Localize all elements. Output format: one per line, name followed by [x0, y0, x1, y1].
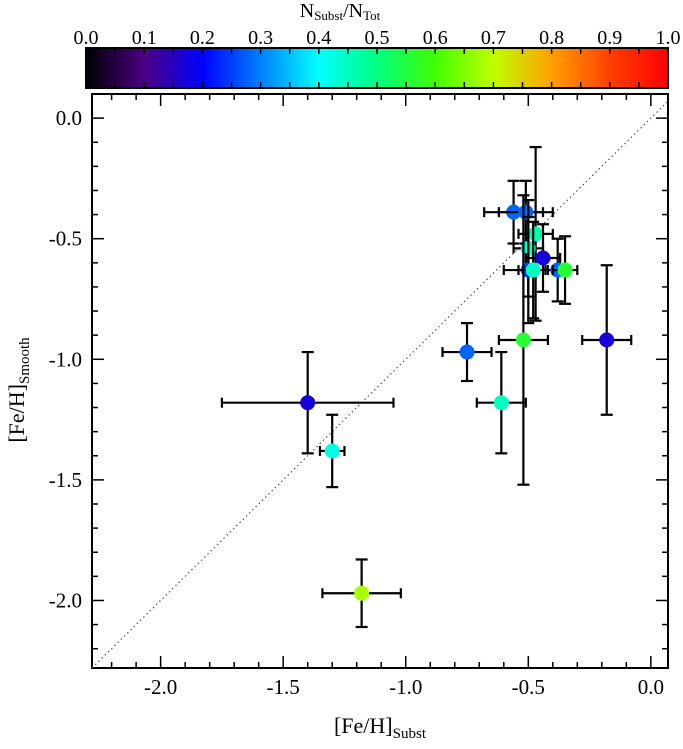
data-point-group — [475, 350, 527, 455]
colorbar-tick-label: 0.0 — [74, 27, 99, 49]
colorbar-tick-label: 0.1 — [132, 27, 157, 49]
y-axis-label: [Fe/H]Smooth — [4, 337, 33, 443]
x-tick-label: -1.0 — [389, 675, 422, 699]
colorbar-tick-label: 0.8 — [539, 27, 564, 49]
one-to-one-line — [91, 100, 669, 669]
y-tick-label: -1.5 — [49, 468, 82, 492]
data-point — [459, 344, 475, 360]
data-point — [324, 443, 340, 459]
data-point-group — [321, 558, 402, 629]
colorbar-tick-label: 0.9 — [597, 27, 622, 49]
data-point — [528, 226, 544, 242]
data-point-group — [441, 322, 493, 383]
x-tick-label: -2.0 — [144, 675, 177, 699]
data-point — [535, 250, 551, 266]
y-tick-label: 0.0 — [56, 106, 82, 130]
colorbar-tick-label: 0.4 — [306, 27, 331, 49]
data-point-group — [517, 145, 554, 322]
colorbar-tick-label: 0.2 — [190, 27, 215, 49]
plot-frame — [91, 93, 669, 669]
colorbar-tick-label: 0.3 — [248, 27, 273, 49]
data-point-group — [517, 220, 549, 320]
data-point — [300, 395, 316, 411]
x-tick-label: 0.0 — [638, 675, 664, 699]
colorbar-label: NSubst/NTot — [300, 0, 381, 23]
data-point — [515, 332, 531, 348]
data-point-group — [581, 264, 633, 416]
x-tick-label: -0.5 — [512, 675, 545, 699]
data-point-group — [497, 194, 549, 486]
colorbar-tick-label: 0.7 — [481, 27, 506, 49]
data-point-group — [524, 223, 562, 293]
data-point — [493, 395, 509, 411]
data-point-group — [551, 235, 579, 305]
y-tick-label: -2.0 — [49, 588, 82, 612]
data-point — [599, 332, 615, 348]
x-axis-label: [Fe/H]Subst — [334, 713, 427, 742]
data-point-group — [220, 350, 395, 455]
colorbar-tick-label: 1.0 — [656, 27, 681, 49]
colorbar-tick-label: 0.6 — [423, 27, 448, 49]
colorbar — [85, 47, 669, 89]
y-tick-label: -1.0 — [49, 347, 82, 371]
data-point — [525, 262, 541, 278]
data-point — [354, 585, 370, 601]
x-tick-label: -1.5 — [267, 675, 300, 699]
y-tick-label: -0.5 — [49, 227, 82, 251]
data-point-group — [318, 413, 346, 489]
colorbar-tick-label: 0.5 — [365, 27, 390, 49]
data-point — [557, 262, 573, 278]
